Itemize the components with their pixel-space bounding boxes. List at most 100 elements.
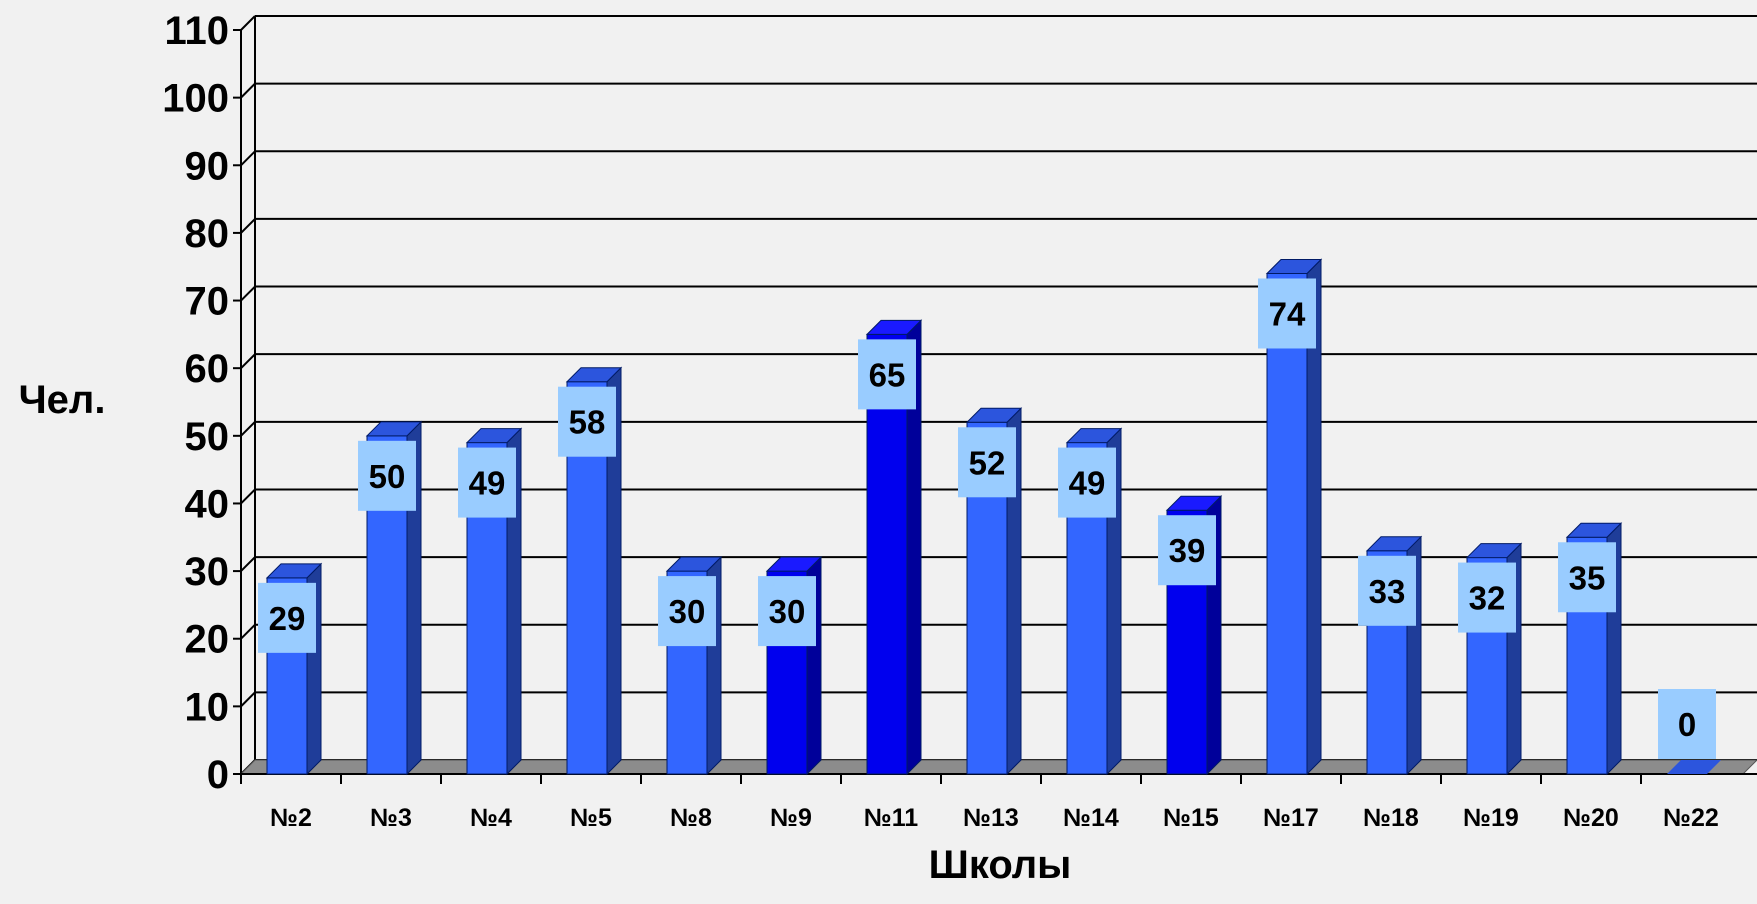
x-axis-title: Школы [929, 843, 1072, 887]
data-label-text: 39 [1169, 532, 1206, 569]
bar-group: 32 [1458, 542, 1523, 776]
data-label-box [1058, 447, 1116, 518]
bar-group: 74 [1258, 258, 1323, 776]
bar-top [865, 319, 923, 335]
data-label-text: 35 [1569, 559, 1606, 596]
data-label: 65 [858, 339, 916, 410]
x-tick-label: №17 [1263, 804, 1319, 832]
bar-group: 52 [958, 407, 1023, 776]
x-tick-label: №22 [1663, 804, 1719, 832]
data-label: 58 [558, 386, 616, 457]
gridline-depth [240, 624, 256, 640]
y-tick-label: 60 [185, 347, 230, 391]
gridline-depth [240, 556, 256, 572]
data-label-box [1358, 555, 1416, 626]
data-label: 39 [1158, 515, 1216, 586]
gridline-depth [240, 488, 256, 505]
data-label-box [758, 576, 816, 647]
gridline-depth [240, 421, 256, 437]
x-tick-label: №4 [470, 804, 512, 832]
bars: 29 50 49 58 30 30 65 52 49 39 74 33 32 35 0 [258, 258, 1721, 776]
data-label-box [1258, 278, 1316, 349]
data-label-text: 32 [1469, 580, 1506, 617]
data-label: 49 [458, 447, 516, 518]
data-label-text: 50 [369, 458, 406, 495]
x-tick-label: №2 [270, 804, 312, 832]
bar [1266, 272, 1308, 775]
x-tick-label: №8 [670, 804, 712, 832]
bar-top [1465, 543, 1523, 559]
x-tick-label: №9 [770, 804, 812, 832]
data-label-text: 30 [769, 593, 806, 630]
data-label: 50 [358, 440, 416, 511]
bar-group: 49 [458, 427, 523, 776]
data-label: 49 [1058, 447, 1116, 518]
x-tick-label: №11 [864, 804, 918, 832]
data-label-text: 29 [269, 600, 306, 637]
data-label-text: 0 [1678, 706, 1696, 743]
x-tick-label: №13 [963, 804, 1019, 832]
y-tick-label: 70 [185, 280, 230, 324]
data-label-box [958, 427, 1016, 498]
data-label: 33 [1358, 555, 1416, 626]
bar-top [265, 563, 323, 579]
bar-top [1065, 428, 1123, 444]
data-label: 29 [258, 582, 316, 653]
bar-group: 35 [1558, 522, 1623, 776]
bar-top [765, 556, 823, 572]
x-tick-label: №20 [1563, 804, 1619, 832]
x-tick-label: №14 [1063, 804, 1119, 832]
bar-group: 65 [858, 319, 923, 776]
bar-top [965, 407, 1023, 423]
data-label-box [458, 447, 516, 518]
bar-group: 50 [358, 420, 423, 776]
x-tick-label: №3 [370, 804, 412, 832]
x-tick-label: №5 [570, 804, 612, 832]
gridline-depth [240, 218, 256, 234]
data-label: 0 [1658, 689, 1716, 759]
y-axis-title: Чел. [19, 378, 106, 422]
bar [1667, 760, 1721, 774]
data-label: 32 [1458, 562, 1516, 633]
bar-top [1265, 258, 1323, 274]
x-axis-categories: №2 №3 №4 №5 №8 №9 №11 №13 №14 №15 №17 №18 №19 №20 №22 [240, 774, 1719, 832]
y-tick-label: 80 [185, 212, 230, 256]
y-tick-label: 30 [185, 550, 230, 594]
x-tick-label: №15 [1163, 804, 1219, 832]
x-tick-label: №18 [1363, 804, 1419, 832]
data-label-text: 30 [669, 593, 706, 630]
data-label: 35 [1558, 542, 1616, 613]
x-tick-label: №19 [1463, 804, 1519, 832]
gridline-depth [240, 691, 256, 708]
data-label-text: 58 [569, 404, 606, 441]
bar-group: 30 [758, 555, 823, 776]
bar-group: 49 [1058, 427, 1123, 776]
bar-top [1565, 522, 1623, 538]
gridline-depth [240, 150, 256, 166]
data-label: 30 [758, 576, 816, 647]
data-label-box [658, 576, 716, 647]
data-label-text: 49 [1069, 465, 1106, 502]
bar-group: 0 [1658, 689, 1721, 774]
bar-top [465, 428, 523, 444]
gridline-depth [240, 15, 256, 31]
data-label-box [258, 582, 316, 653]
y-tick-label: 20 [185, 618, 230, 662]
data-label-box [358, 440, 416, 511]
bar-top [565, 367, 623, 383]
gridline-depth [240, 82, 256, 99]
data-label-box [1558, 542, 1616, 613]
data-label-text: 49 [469, 465, 506, 502]
data-label-text: 33 [1369, 573, 1406, 610]
y-tick-label: 10 [185, 685, 230, 729]
data-label: 74 [1258, 278, 1316, 349]
data-label-box [558, 386, 616, 457]
bar-top [665, 556, 723, 572]
y-tick-label: 110 [164, 9, 229, 53]
bar-top [1365, 536, 1423, 552]
data-label: 52 [958, 427, 1016, 498]
y-tick-label: 90 [185, 144, 230, 188]
bar-top [365, 421, 423, 437]
data-label-box [1158, 515, 1216, 586]
data-label-box [858, 339, 916, 410]
